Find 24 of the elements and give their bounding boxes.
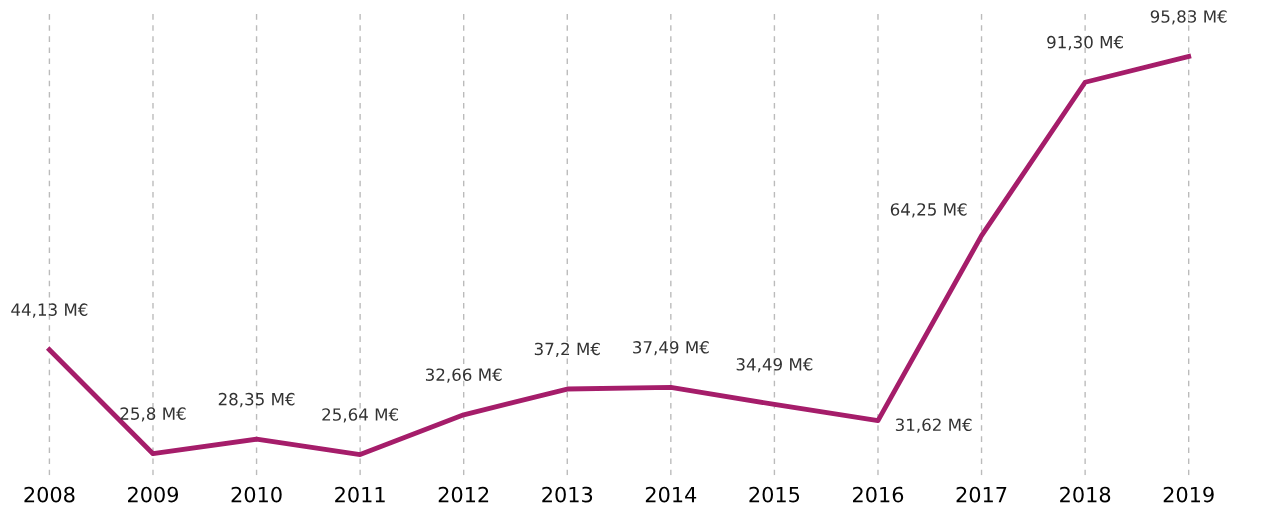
data-label: 64,25 M€ bbox=[890, 203, 967, 218]
data-label: 91,30 M€ bbox=[1047, 35, 1124, 51]
data-label: 32,66 M€ bbox=[425, 368, 502, 383]
data-label: 25,64 M€ bbox=[322, 408, 399, 423]
x-tick-label: 2013 bbox=[542, 486, 593, 503]
x-tick-label: 2009 bbox=[128, 486, 179, 503]
data-label: 31,62 M€ bbox=[895, 418, 972, 433]
x-tick-label: 2019 bbox=[1163, 486, 1214, 503]
x-tick-label: 2014 bbox=[645, 486, 697, 503]
x-tick-label: 2015 bbox=[749, 486, 800, 503]
data-label: 37,2 M€ bbox=[534, 342, 600, 357]
x-tick-label: 2017 bbox=[956, 486, 1007, 503]
x-tick-label: 2011 bbox=[335, 486, 385, 503]
x-tick-label: 2012 bbox=[438, 486, 489, 503]
data-label: 28,35 M€ bbox=[218, 392, 295, 408]
data-label: 25,8 M€ bbox=[120, 407, 186, 422]
x-tick-label: 2008 bbox=[24, 486, 75, 503]
data-label: 44,13 M€ bbox=[11, 303, 88, 318]
x-tick-label: 2010 bbox=[231, 486, 282, 503]
data-label: 95,83 M€ bbox=[1150, 10, 1227, 25]
data-label: 37,49 M€ bbox=[633, 341, 709, 356]
x-tick-label: 2018 bbox=[1060, 486, 1111, 503]
data-label: 34,49 M€ bbox=[736, 358, 813, 373]
x-tick-label: 2016 bbox=[853, 486, 904, 503]
